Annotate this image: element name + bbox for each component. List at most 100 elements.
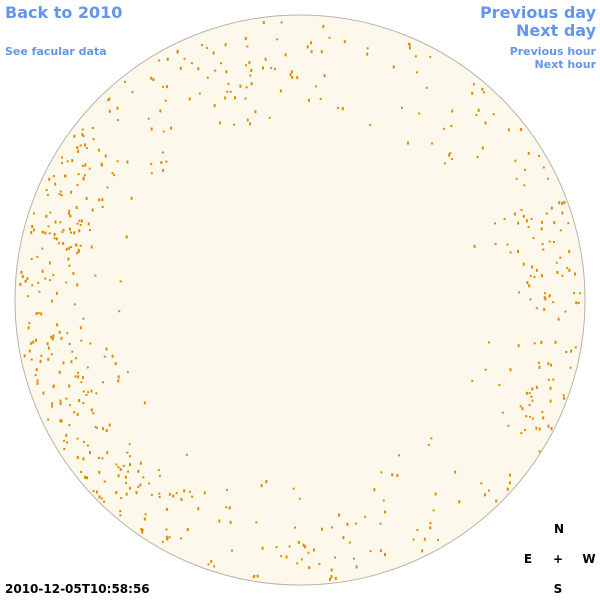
facula xyxy=(150,127,153,131)
facular-link[interactable]: See facular data xyxy=(5,45,107,58)
facula xyxy=(70,360,73,364)
facula xyxy=(76,222,79,225)
facula xyxy=(262,21,265,24)
facula xyxy=(559,256,562,259)
facula xyxy=(228,506,231,510)
facula xyxy=(94,426,97,429)
next-day-link[interactable]: Next day xyxy=(516,21,596,40)
facula xyxy=(353,557,355,560)
facula xyxy=(168,492,171,496)
facula xyxy=(531,265,534,269)
facula xyxy=(128,455,131,458)
facula xyxy=(81,128,84,131)
facula xyxy=(527,151,530,155)
facula xyxy=(369,550,372,553)
facula xyxy=(354,522,357,525)
facula xyxy=(90,389,93,393)
facula xyxy=(84,163,87,167)
facula xyxy=(59,221,62,224)
facula xyxy=(117,474,120,478)
facula xyxy=(200,44,203,47)
previous-hour-link[interactable]: Previous hour xyxy=(509,45,596,58)
facula xyxy=(91,127,94,129)
facula xyxy=(542,248,545,251)
facula xyxy=(432,509,435,512)
facula xyxy=(70,231,72,234)
facula xyxy=(80,339,83,342)
facula xyxy=(89,229,91,232)
facula xyxy=(61,230,64,233)
facula xyxy=(280,21,283,24)
facula xyxy=(318,562,321,565)
facula xyxy=(547,424,550,428)
facula xyxy=(532,237,535,239)
facula xyxy=(191,495,194,498)
facula xyxy=(296,562,299,565)
facula xyxy=(81,132,84,136)
facula xyxy=(224,96,227,100)
facula xyxy=(507,424,510,427)
facula xyxy=(249,122,252,126)
facula xyxy=(51,337,54,341)
facula xyxy=(37,281,40,284)
facula xyxy=(85,147,88,150)
facula xyxy=(172,494,175,498)
facula xyxy=(538,155,540,157)
back-link[interactable]: Back to 2010 xyxy=(5,3,123,22)
facula xyxy=(290,70,293,74)
facula xyxy=(45,189,48,192)
facula xyxy=(429,522,432,525)
facula xyxy=(423,537,426,541)
facula xyxy=(543,307,546,311)
facula xyxy=(186,528,189,531)
facula xyxy=(162,169,165,172)
facula xyxy=(538,427,541,431)
facula xyxy=(562,394,565,397)
facula xyxy=(320,50,323,54)
facula xyxy=(92,490,95,493)
facula xyxy=(78,229,81,233)
facula xyxy=(116,106,119,110)
facula xyxy=(58,370,61,374)
facula xyxy=(213,104,216,108)
facula xyxy=(566,267,569,270)
facula xyxy=(366,47,369,50)
facula xyxy=(231,549,233,552)
facula xyxy=(180,497,183,501)
facula xyxy=(292,487,295,490)
facula xyxy=(62,242,65,245)
facula xyxy=(244,97,247,100)
facula xyxy=(548,295,551,298)
facula xyxy=(141,530,144,534)
facula xyxy=(158,492,161,495)
facula xyxy=(75,243,78,247)
facula xyxy=(52,175,55,178)
facula xyxy=(484,493,486,497)
facula xyxy=(74,375,77,378)
facula xyxy=(128,486,131,490)
facula xyxy=(101,205,104,208)
facula xyxy=(78,219,81,222)
facula xyxy=(58,193,61,196)
facula xyxy=(54,220,57,224)
previous-day-link[interactable]: Previous day xyxy=(479,3,596,22)
facula xyxy=(65,433,68,437)
facula xyxy=(119,280,122,283)
next-hour-link[interactable]: Next hour xyxy=(534,58,597,71)
facula xyxy=(120,497,123,500)
facula xyxy=(77,375,80,379)
facula xyxy=(35,338,37,342)
facula xyxy=(166,537,169,541)
facula xyxy=(328,36,331,39)
facula xyxy=(298,497,301,500)
facula xyxy=(60,194,63,197)
facula xyxy=(384,510,387,514)
facula xyxy=(89,451,91,454)
facula xyxy=(113,174,115,177)
facula xyxy=(528,392,531,395)
facula xyxy=(82,317,85,320)
facula xyxy=(31,225,34,228)
facula xyxy=(30,231,33,235)
facula xyxy=(250,82,253,86)
compass-west: W xyxy=(582,552,596,566)
